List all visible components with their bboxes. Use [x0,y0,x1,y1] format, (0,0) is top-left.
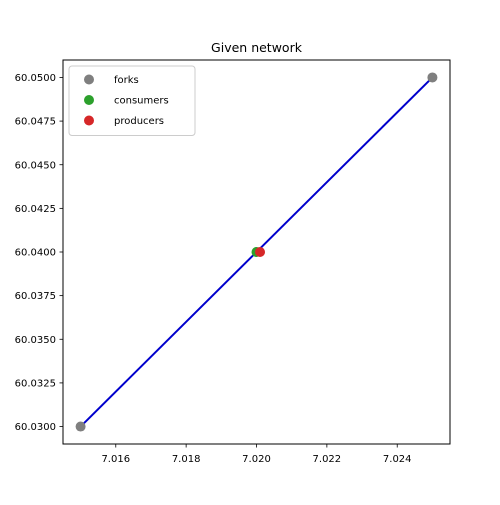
y-tick-label-5: 60.0425 [15,204,56,215]
legend: forks consumers producers [68,65,196,136]
y-tick-label-3: 60.0375 [15,291,56,302]
legend-label-producers: producers [114,116,164,127]
y-tick-label-8: 60.0500 [15,73,56,84]
x-tick-label-1: 7.018 [172,454,201,465]
y-tick-label-6: 60.0450 [15,160,56,171]
forks-point-0 [75,421,86,432]
y-tick-label-7: 60.0475 [15,117,56,128]
x-tick-label-3: 7.022 [313,454,342,465]
y-tick-label-0: 60.0300 [15,422,56,433]
y-tick-label-1: 60.0325 [15,379,56,390]
legend-box [68,65,196,136]
plot-area [75,72,438,432]
y-tick-label-2: 60.0350 [15,335,56,346]
legend-marker-forks [84,74,94,85]
forks-point-1 [427,72,438,83]
axes: 7.016 7.018 7.020 7.022 7.024 60.0300 60.0325 6… [15,73,412,465]
producers-point-0 [255,247,266,257]
legend-marker-consumers [84,95,94,105]
y-tick-label-4: 60.0400 [15,248,56,259]
x-tick-label-0: 7.016 [101,454,130,465]
x-tick-label-4: 7.024 [383,454,412,465]
chart-title: Given network [211,40,303,55]
legend-label-consumers: consumers [114,96,169,107]
x-tick-label-2: 7.020 [242,454,271,465]
legend-label-forks: forks [114,75,139,86]
legend-marker-producers [84,115,94,126]
